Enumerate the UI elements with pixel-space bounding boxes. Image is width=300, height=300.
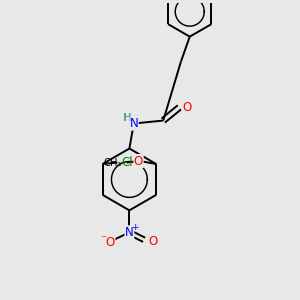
Text: Cl: Cl xyxy=(122,156,134,169)
Text: H: H xyxy=(123,113,131,123)
Text: O: O xyxy=(106,236,115,249)
Text: O: O xyxy=(182,101,192,114)
Text: N: N xyxy=(129,117,138,130)
Text: H: H xyxy=(124,112,131,123)
Text: O: O xyxy=(182,101,192,114)
Text: O: O xyxy=(134,154,143,167)
Text: +: + xyxy=(131,223,138,232)
Text: N: N xyxy=(125,226,134,239)
Text: O: O xyxy=(148,235,158,248)
Text: N: N xyxy=(129,117,138,130)
Text: CH₃: CH₃ xyxy=(104,158,122,167)
Text: ⁻: ⁻ xyxy=(100,233,106,246)
